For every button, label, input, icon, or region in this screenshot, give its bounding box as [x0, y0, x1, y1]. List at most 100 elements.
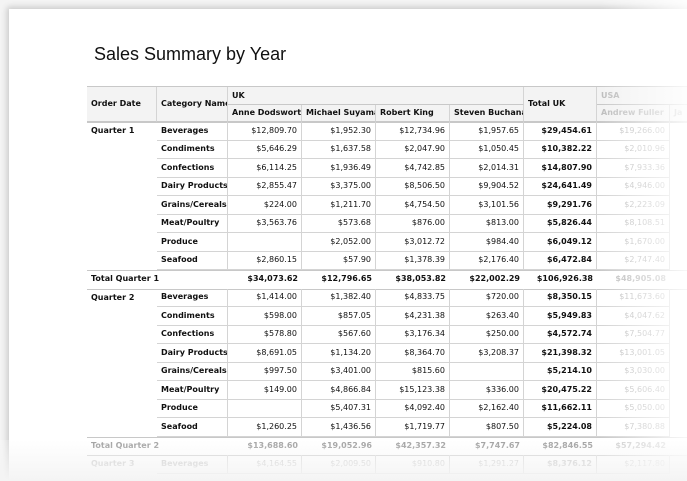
value-cell: $11,673.60 [597, 288, 670, 307]
value-cell: $3,375.00 [302, 177, 376, 196]
value-cell: $8,506.50 [376, 177, 450, 196]
value-cell: $720.00 [450, 288, 524, 307]
value-cell: $1,382.40 [302, 288, 376, 307]
separator [87, 288, 687, 290]
total-label: Total Quarter 1 [91, 274, 160, 284]
category-cell: Grains/Cereals [157, 362, 228, 381]
value-cell: $2,052.00 [302, 233, 376, 252]
value-cell: $2,223.09 [597, 196, 670, 215]
separator [87, 122, 687, 123]
value-cell: $11,662.11 [524, 399, 597, 418]
value-cell: $8,376.12 [524, 455, 597, 474]
value-cell: $2,047.90 [376, 140, 450, 159]
category-cell: Beverages [157, 288, 228, 307]
value-cell: $10,382.22 [524, 140, 597, 159]
value-cell: $1,260.25 [228, 418, 302, 437]
value-cell: $21,398.32 [524, 344, 597, 363]
value-cell: $14,807.90 [524, 159, 597, 178]
value-cell: $9,291.76 [524, 196, 597, 215]
value-cell: $2,176.40 [450, 251, 524, 270]
header-cell: Category Name [157, 87, 228, 122]
value-cell: $807.50 [450, 418, 524, 437]
value-cell [228, 233, 302, 252]
value-cell: $5,224.08 [524, 418, 597, 437]
value-cell: $7,380.88 [597, 418, 670, 437]
total-value: $106,926.38 [536, 274, 593, 284]
header-cell: Michael Suyama [302, 105, 376, 122]
value-cell: $1,436.56 [302, 418, 376, 437]
value-cell: $4,866.84 [302, 381, 376, 400]
category-cell: Condiments [157, 140, 228, 159]
value-cell: $2,855.47 [228, 177, 302, 196]
value-cell: $6,472.84 [524, 251, 597, 270]
value-cell: $573.68 [302, 214, 376, 233]
value-cell: $2,747.40 [597, 251, 670, 270]
header-cell: Order Date [87, 87, 157, 122]
value-cell: $2,009.50 [302, 455, 376, 474]
value-cell: $4,946.00 [597, 177, 670, 196]
value-cell: $24,641.49 [524, 177, 597, 196]
value-cell: $3,012.72 [376, 233, 450, 252]
value-cell: $4,754.50 [376, 196, 450, 215]
value-cell: $149.00 [228, 381, 302, 400]
value-cell: $7,933.36 [597, 159, 670, 178]
value-cell: $3,176.34 [376, 325, 450, 344]
value-cell: $1,670.00 [597, 233, 670, 252]
total-value: $12,796.65 [321, 274, 372, 284]
value-cell: $12,734.96 [376, 122, 450, 141]
category-cell: Seafood [157, 418, 228, 437]
header-cell: Steven Buchana [450, 105, 524, 122]
quarter-label: Quarter 2 [91, 292, 135, 302]
value-cell: $2,860.15 [228, 251, 302, 270]
value-cell: $1,378.39 [376, 251, 450, 270]
category-cell: Produce [157, 399, 228, 418]
value-cell: $1,936.49 [302, 159, 376, 178]
category-cell: Confections [157, 159, 228, 178]
value-cell: $5,949.83 [524, 307, 597, 326]
total-value: $38,053.82 [395, 274, 446, 284]
value-cell: $6,114.25 [228, 159, 302, 178]
value-cell: $598.00 [228, 307, 302, 326]
value-cell: $57.90 [302, 251, 376, 270]
value-cell: $5,214.10 [524, 362, 597, 381]
value-cell: $224.00 [228, 196, 302, 215]
value-cell: $857.05 [302, 307, 376, 326]
value-cell: $4,047.62 [597, 307, 670, 326]
separator [87, 270, 687, 271]
total-value: $19,052.96 [321, 440, 372, 450]
category-cell: Confections [157, 325, 228, 344]
value-cell: $4,164.55 [228, 455, 302, 474]
value-cell: $1,211.70 [302, 196, 376, 215]
value-cell: $567.60 [302, 325, 376, 344]
value-cell: $578.80 [228, 325, 302, 344]
value-cell: $876.00 [376, 214, 450, 233]
category-cell: Beverages [157, 122, 228, 141]
value-cell: $12,809.70 [228, 122, 302, 141]
value-cell [450, 362, 524, 381]
value-cell: $1,134.20 [302, 344, 376, 363]
total-value: $13,688.60 [247, 440, 298, 450]
value-cell: $19,266.00 [597, 122, 670, 141]
value-cell: $5,407.31 [302, 399, 376, 418]
value-cell: $4,231.38 [376, 307, 450, 326]
header-cell: UK [228, 87, 524, 105]
category-cell: Dairy Products [157, 344, 228, 363]
header-cell: Ja [670, 105, 687, 122]
value-cell: $2,117.80 [597, 455, 670, 474]
value-cell: $813.00 [450, 214, 524, 233]
value-cell: $4,572.74 [524, 325, 597, 344]
category-cell: Condiments [157, 307, 228, 326]
value-cell: $8,691.05 [228, 344, 302, 363]
total-value: $34,073.62 [247, 274, 298, 284]
value-cell: $20,475.22 [524, 381, 597, 400]
value-cell: $1,291.27 [450, 455, 524, 474]
value-cell: $15,123.38 [376, 381, 450, 400]
separator [87, 436, 687, 438]
quarter-label: Quarter 1 [91, 126, 135, 136]
category-cell: Produce [157, 233, 228, 252]
value-cell: $910.80 [376, 455, 450, 474]
value-cell: $4,092.40 [376, 399, 450, 418]
total-value: $82,846.55 [542, 440, 593, 450]
value-cell: $8,364.70 [376, 344, 450, 363]
category-cell: Meat/Poultry [157, 214, 228, 233]
